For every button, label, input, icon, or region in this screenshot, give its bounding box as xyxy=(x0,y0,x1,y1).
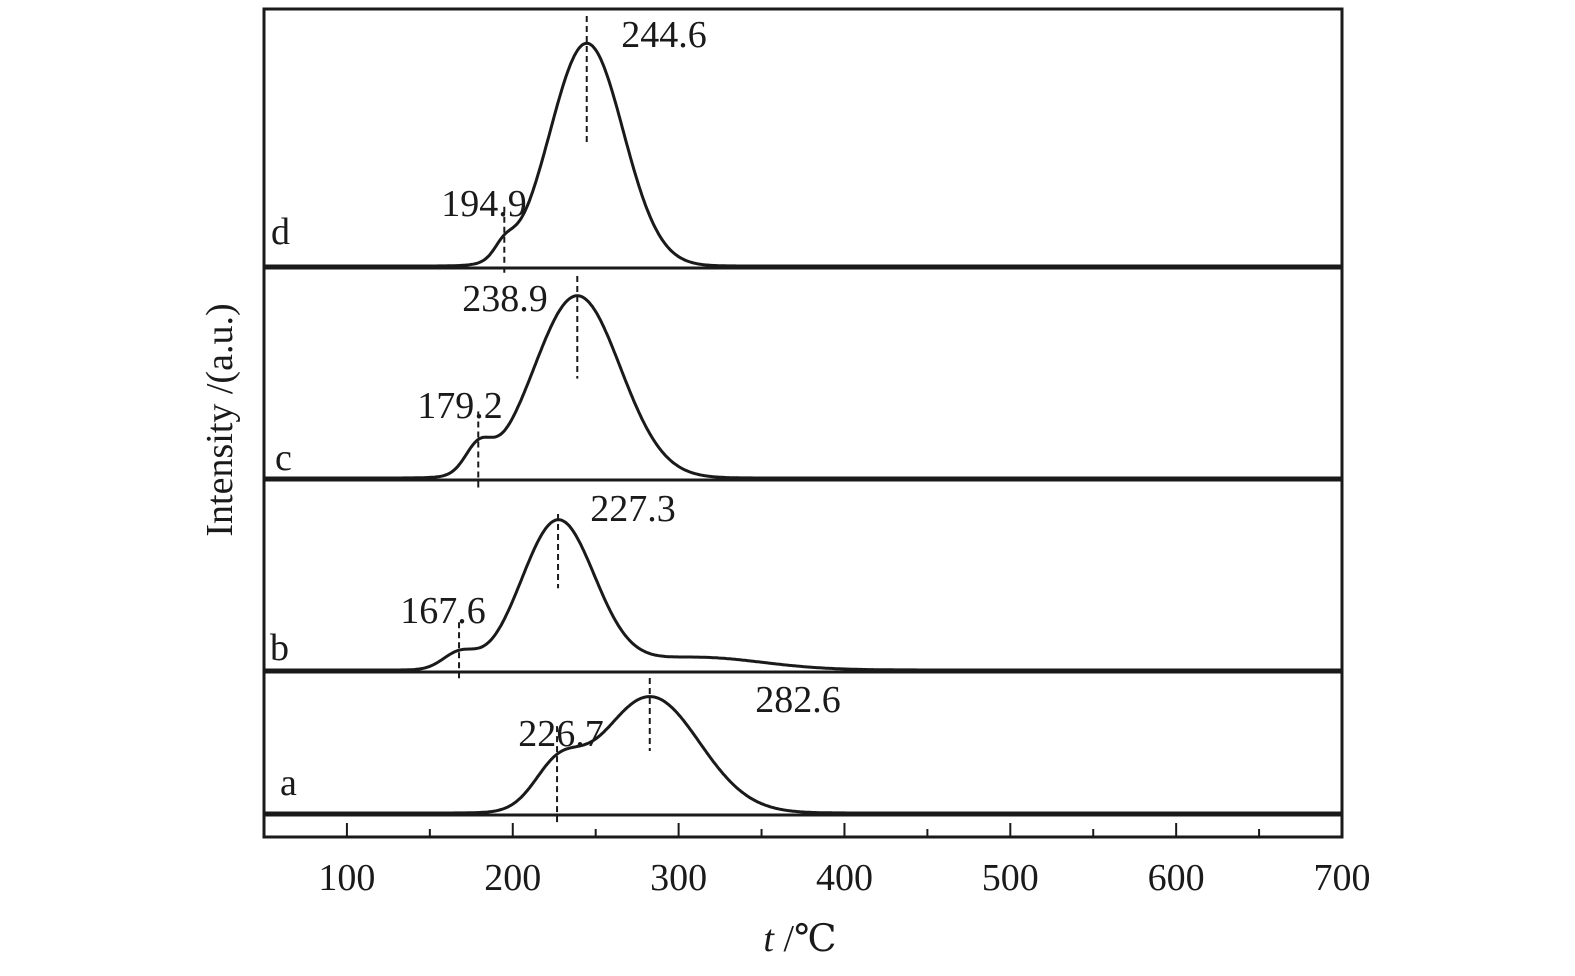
series-a-label: a xyxy=(280,762,297,804)
x-tick-label-500: 500 xyxy=(982,857,1039,899)
y-axis-label: Intensity /(a.u.) xyxy=(199,303,241,536)
panels-group: a 226.7 282.6 b 167.6 227.3 c 179.2 238.9 d 194.9 2… xyxy=(264,7,1342,823)
peak-label-d-1: 194.9 xyxy=(441,183,527,225)
peak-label-c-2: 238.9 xyxy=(462,278,548,320)
series-b-label: b xyxy=(270,627,289,669)
x-axis: 100 200 300 400 500 600 700 xyxy=(263,823,1371,899)
peak-label-d-2: 244.6 xyxy=(621,14,707,56)
plot-frame xyxy=(262,7,1344,839)
peak-label-b-1: 167.6 xyxy=(400,590,486,632)
x-tick-label-700: 700 xyxy=(1314,857,1371,899)
peak-label-a-1: 226.7 xyxy=(518,713,604,755)
panel-c: c 179.2 238.9 xyxy=(264,266,1342,488)
x-tick-label-100: 100 xyxy=(318,857,375,899)
panel-d: d 194.9 244.6 xyxy=(264,7,1342,276)
x-tick-label-600: 600 xyxy=(1148,857,1205,899)
x-tick-label-200: 200 xyxy=(484,857,541,899)
x-tick-label-300: 300 xyxy=(650,857,707,899)
series-c-label: c xyxy=(275,437,292,479)
peak-label-a-2: 282.6 xyxy=(755,679,841,721)
panel-b: b 167.6 227.3 xyxy=(264,478,1342,680)
peak-label-b-2: 227.3 xyxy=(590,488,676,530)
x-axis-label-variable: t xyxy=(763,918,775,960)
series-d-label: d xyxy=(271,211,290,253)
panel-a: a 226.7 282.6 xyxy=(264,670,1342,823)
x-axis-label-unit: /℃ xyxy=(774,918,837,960)
series-a-line xyxy=(264,695,1342,815)
series-c-line xyxy=(264,294,1342,480)
plot-border xyxy=(262,7,1344,839)
series-b-line xyxy=(264,518,1342,672)
x-axis-label: t /℃ xyxy=(763,918,836,960)
x-tick-label-400: 400 xyxy=(816,857,873,899)
peak-label-c-1: 179.2 xyxy=(417,385,503,427)
series-d-line xyxy=(264,41,1342,268)
